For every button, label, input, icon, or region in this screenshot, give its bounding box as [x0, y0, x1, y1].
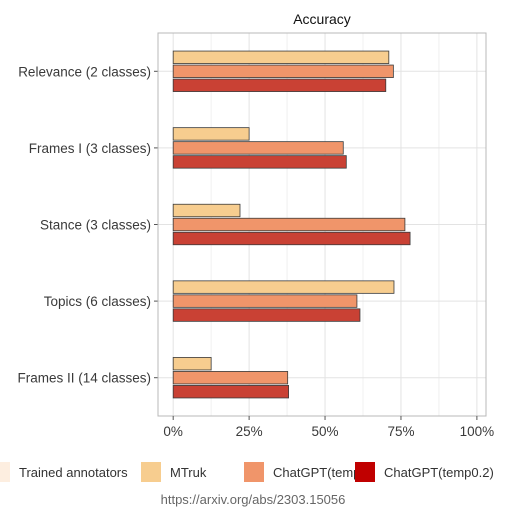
category-label: Frames I (3 classes) [29, 141, 151, 156]
legend-label: MTruk [170, 464, 207, 480]
legend-label: ChatGPT(temp1) [273, 464, 372, 480]
legend-item-chatgpt-temp02: ChatGPT(temp0.2) [355, 459, 494, 485]
x-tick-label: 0% [163, 424, 183, 439]
legend-swatch [0, 462, 10, 482]
bar [172, 141, 344, 155]
bar [172, 385, 289, 399]
bar [172, 50, 390, 64]
bar [172, 217, 406, 232]
bar [172, 78, 387, 92]
category-label: Topics (6 classes) [44, 294, 151, 309]
source-url: https://arxiv.org/abs/2303.15056 [160, 492, 346, 507]
legend-swatch [141, 462, 161, 482]
bar [172, 294, 358, 308]
legend-swatch [244, 462, 264, 482]
bar [172, 371, 289, 385]
category-label: Frames II (14 classes) [17, 371, 151, 386]
bar [172, 231, 411, 246]
legend-item-mtruk: MTruk [141, 459, 206, 485]
legend-item-chatgpt-temp1: ChatGPT(temp1) [244, 459, 372, 485]
category-label: Stance (3 classes) [40, 218, 151, 233]
legend-label: ChatGPT(temp0.2) [384, 464, 494, 480]
chart-title: Accuracy [293, 11, 351, 27]
x-tick-label: 75% [387, 424, 414, 439]
legend-swatch [355, 462, 375, 482]
accuracy-chart: Relevance (2 classes) Frames I (3 classes… [17, 11, 495, 439]
legend-item-trained-annotators: Trained annotators [0, 459, 128, 485]
x-tick-label: 50% [312, 424, 339, 439]
legend: Trained annotators MTruk ChatGPT(temp1) … [0, 459, 506, 485]
bar [172, 280, 395, 294]
plot-border [157, 32, 487, 417]
category-label: Relevance (2 classes) [18, 64, 151, 79]
bar [172, 308, 361, 322]
x-tick-label: 25% [236, 424, 263, 439]
bar [172, 127, 250, 141]
bar [172, 357, 212, 371]
bar [172, 155, 347, 169]
x-tick-label: 100% [460, 424, 495, 439]
bar [172, 64, 394, 78]
legend-label: Trained annotators [19, 464, 128, 480]
bar [172, 203, 241, 218]
